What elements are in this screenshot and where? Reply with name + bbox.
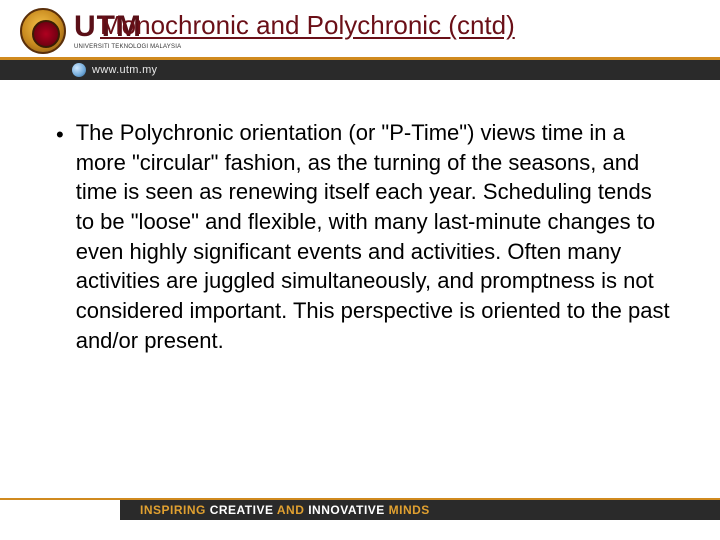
globe-icon bbox=[72, 63, 86, 77]
footer-word-minds: MINDS bbox=[389, 503, 430, 517]
slide-content: • The Polychronic orientation (or "P-Tim… bbox=[56, 118, 670, 356]
bullet-item: • The Polychronic orientation (or "P-Tim… bbox=[56, 118, 670, 356]
footer-word-and: AND bbox=[277, 503, 305, 517]
url-bar: www.utm.my bbox=[0, 60, 720, 80]
slide-header: UTM UNIVERSITI TEKNOLOGI MALAYSIA Monoch… bbox=[0, 0, 720, 78]
slide-title: Monochronic and Polychronic (cntd) bbox=[100, 10, 515, 41]
utm-crest-icon bbox=[20, 8, 66, 54]
footer-tagline: INSPIRING CREATIVE AND INNOVATIVE MINDS bbox=[140, 503, 430, 517]
bullet-text: The Polychronic orientation (or "P-Time"… bbox=[76, 118, 670, 356]
url-text: www.utm.my bbox=[92, 64, 157, 76]
footer-word-inspiring: INSPIRING bbox=[140, 503, 206, 517]
bullet-marker: • bbox=[56, 120, 64, 150]
footer-word-innovative: INNOVATIVE bbox=[308, 503, 385, 517]
footer-word-creative: CREATIVE bbox=[210, 503, 274, 517]
footer-bar: INSPIRING CREATIVE AND INNOVATIVE MINDS bbox=[120, 500, 720, 520]
slide-footer: INSPIRING CREATIVE AND INNOVATIVE MINDS bbox=[0, 498, 720, 522]
logo-sub-text: UNIVERSITI TEKNOLOGI MALAYSIA bbox=[74, 44, 181, 50]
